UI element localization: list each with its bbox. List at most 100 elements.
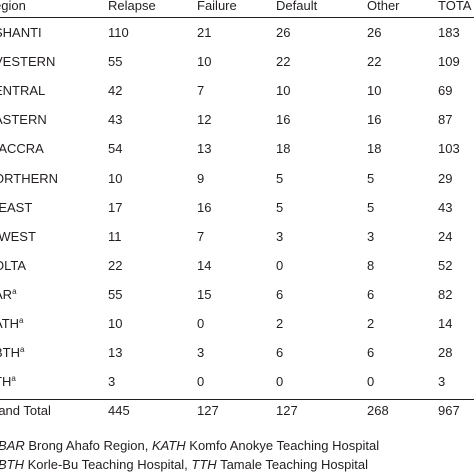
cell-total-text: 29 [438,171,453,186]
footnote-line-1: BAR Brong Ahafo Region, KATH Komfo Anoky… [0,438,379,454]
cell-default: 16 [276,112,290,128]
cell-relapse-text: 55 [108,287,123,302]
cell-other: 3 [367,229,374,245]
cell-default-text: 0 [276,374,284,389]
cell-failure-text: 10 [197,54,212,69]
cell-failure-text: 7 [197,229,205,244]
cell-other-text: 0 [367,374,375,389]
cell-default: 0 [276,258,283,274]
cell-region-text: AR [0,287,13,302]
cell-other: 268 [367,403,389,419]
cell-relapse: 17 [108,200,122,216]
footnote-text: Brong Ahafo Region, [24,438,152,453]
cell-region: ASTERN [0,112,47,128]
cell-total: 103 [438,141,460,157]
cell-failure: 15 [197,287,211,303]
footnote-marker: a [12,287,17,296]
cell-other: 2 [367,316,374,332]
cell-total: 3 [438,374,445,390]
cell-default-text: 3 [276,229,284,244]
cell-default-text: 5 [276,200,284,215]
cell-other-text: 3 [367,229,375,244]
cell-total-text: 14 [438,316,453,331]
cell-total: 87 [438,112,452,128]
cell-failure: 127 [197,403,219,419]
cell-region: ENTRAL [0,83,45,99]
cell-default: 18 [276,141,290,157]
cell-relapse-text: 110 [108,25,129,40]
footnote-marker: a [11,374,16,383]
cell-total: 43 [438,200,452,216]
cell-other: 5 [367,171,374,187]
cell-failure: 16 [197,200,211,216]
cell-relapse-text: 55 [108,54,123,69]
cell-relapse-text: 445 [108,403,130,418]
cell-other: 8 [367,258,374,274]
cell-failure-text: 21 [197,25,212,40]
cell-relapse-text: 11 [108,229,122,244]
cell-default-text: 18 [276,141,291,156]
cell-relapse: 445 [108,403,130,419]
cell-relapse-text: 17 [108,200,123,215]
cell-relapse: 10 [108,171,122,187]
cell-relapse-text: 42 [108,83,123,98]
cell-region-text: -EAST [0,200,33,215]
cell-region-text: ORTHERN [0,171,59,186]
footnote-text: Korle-Bu Teaching Hospital, [24,457,192,472]
cell-total-text: 28 [438,345,453,360]
cell-other-text: 8 [367,258,375,273]
cell-failure-text: 7 [197,83,205,98]
cell-default-text: 2 [276,316,284,331]
cell-region: ATHa [0,316,24,332]
cell-relapse-text: 10 [108,316,123,331]
cell-relapse: 43 [108,112,122,128]
cell-region: -ACCRA [0,141,44,157]
cell-region-text: -ACCRA [0,141,44,156]
cell-default-text: 0 [276,258,284,273]
header-region: egion [0,0,26,13]
cell-other: 18 [367,141,381,157]
cell-relapse-text: 10 [108,171,123,186]
cell-total: 14 [438,316,452,332]
cell-total-text: 43 [438,200,453,215]
cell-default: 5 [276,200,283,216]
cell-region: ARa [0,287,17,303]
cell-other-text: 6 [367,345,375,360]
cell-region-text: VESTERN [0,54,56,69]
cell-total: 29 [438,171,452,187]
cell-other-text: 10 [367,83,382,98]
cell-total: 24 [438,229,452,245]
cell-region: rand Total [0,403,51,419]
cell-default: 127 [276,403,298,419]
cell-region-text: OLTA [0,258,27,273]
cell-other-text: 16 [367,112,382,127]
cell-failure-text: 127 [197,403,219,418]
cell-total-text: 69 [438,83,453,98]
footnote-marker: a [20,345,25,354]
table-top-rule [0,17,474,18]
cell-default-text: 26 [276,25,291,40]
cell-total-text: 3 [438,374,446,389]
cell-relapse-text: 54 [108,141,123,156]
cell-region-text: rand Total [0,403,51,418]
cell-relapse-text: 43 [108,112,123,127]
header-failure: Failure [197,0,237,13]
cell-other: 22 [367,54,381,70]
cell-failure: 3 [197,345,204,361]
cell-default: 26 [276,25,290,41]
cell-total-text: 109 [438,54,460,69]
cell-failure: 7 [197,229,204,245]
cell-failure-text: 14 [197,258,212,273]
cell-other: 6 [367,287,374,303]
cell-relapse: 22 [108,258,122,274]
cell-total-text: 103 [438,141,460,156]
cell-failure: 0 [197,316,204,332]
cell-default-text: 127 [276,403,298,418]
footnote-abbr: BAR [0,438,25,453]
cell-failure-text: 0 [197,316,205,331]
header-relapse: Relapse [108,0,156,13]
cell-relapse: 10 [108,316,122,332]
cell-region: -EAST [0,200,32,216]
table-bottom-rule [0,399,474,400]
